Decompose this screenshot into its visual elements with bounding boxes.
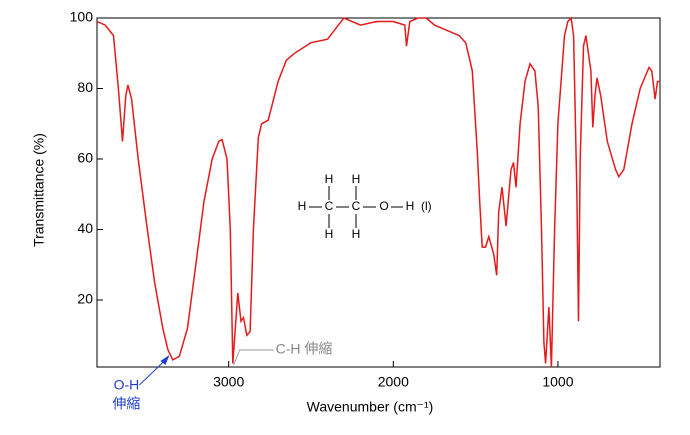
- y-tick-label: 80: [77, 79, 93, 95]
- atom: H: [352, 172, 361, 186]
- y-axis-label: Transmittance (%): [31, 133, 47, 247]
- atom: H: [325, 172, 334, 186]
- x-tick-label: 1000: [542, 374, 573, 390]
- y-tick-label: 20: [77, 291, 93, 307]
- atom: H: [298, 199, 307, 213]
- atom: O: [379, 199, 388, 213]
- annotation: C-H 伸縮: [276, 341, 333, 357]
- y-tick-label: 40: [77, 220, 93, 236]
- y-tick-label: 100: [70, 9, 94, 25]
- plot-frame: [96, 17, 661, 368]
- atom: H: [352, 227, 361, 241]
- atom: (l): [421, 199, 432, 213]
- x-axis-label: Wavenumber (cm⁻¹): [307, 399, 434, 415]
- y-tick-label: 60: [77, 150, 93, 166]
- leader-line: [233, 349, 274, 366]
- atom: H: [325, 227, 334, 241]
- annotation: 伸縮: [112, 396, 140, 412]
- atom: C: [325, 199, 334, 213]
- spectrum-line: [96, 16, 660, 368]
- atom: H: [406, 199, 415, 213]
- annotation: O-H: [114, 377, 140, 393]
- molecule: [309, 186, 403, 228]
- atom: C: [352, 199, 361, 213]
- x-tick-label: 3000: [213, 374, 244, 390]
- x-tick-label: 2000: [378, 374, 409, 390]
- arrow-head: [160, 355, 170, 365]
